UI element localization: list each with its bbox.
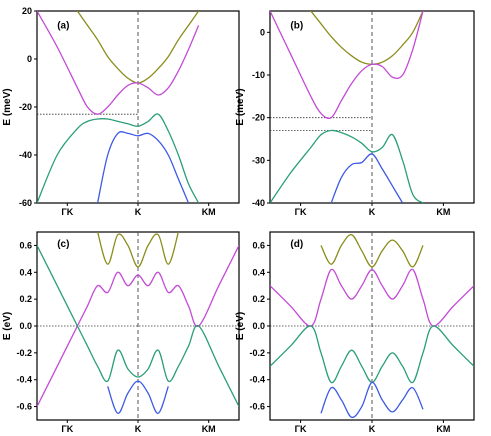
- y-tick-label: 20: [22, 6, 32, 16]
- band-magenta: [270, 268, 474, 327]
- x-tick-label: K: [135, 207, 142, 217]
- y-axis-title: E (eV): [2, 312, 13, 340]
- y-tick-label: 0: [27, 54, 32, 64]
- x-tick-label: ΓK: [295, 207, 307, 217]
- y-tick-label: -30: [252, 155, 265, 165]
- y-tick-label: -0.6: [16, 402, 32, 412]
- band-magenta: [270, 11, 424, 120]
- y-tick-label: 0.4: [19, 267, 32, 277]
- y-tick-label: -10: [252, 70, 265, 80]
- x-tick-label: ΓK: [295, 424, 307, 434]
- y-tick-label: -0.6: [249, 402, 265, 412]
- panel-label: (a): [57, 20, 69, 31]
- y-axis-title: E (meV): [235, 88, 246, 125]
- y-tick-label: -0.2: [249, 348, 265, 358]
- y-tick-label: -40: [19, 150, 32, 160]
- panel-label: (c): [57, 239, 69, 250]
- x-tick-label: KM: [436, 207, 450, 217]
- x-tick-label: K: [369, 207, 376, 217]
- band-blue: [330, 153, 404, 203]
- band-olive: [310, 11, 424, 65]
- band-olive: [320, 234, 424, 268]
- y-tick-label: 0.2: [19, 294, 32, 304]
- y-tick-label: 0.0: [252, 321, 265, 331]
- band-teal: [37, 113, 200, 203]
- x-tick-label: K: [369, 424, 376, 434]
- y-tick-label: 0.6: [19, 240, 32, 250]
- y-tick-label: 0.2: [252, 294, 265, 304]
- x-tick-label: ΓK: [61, 207, 73, 217]
- x-tick-label: KM: [436, 424, 450, 434]
- y-tick-label: -0.2: [16, 348, 32, 358]
- x-tick-label: KM: [202, 207, 216, 217]
- band-magenta: [37, 11, 200, 115]
- panel-label: (b): [290, 20, 303, 31]
- x-tick-label: KM: [202, 424, 216, 434]
- panel-b: 0 -10 -20 -30 -40 ΓK K KM E (meV) (b): [235, 10, 475, 217]
- x-tick-label: ΓK: [61, 424, 73, 434]
- y-tick-label: -60: [19, 198, 32, 208]
- y-tick-label: 0.0: [19, 321, 32, 331]
- y-axis-title: E (eV): [235, 312, 246, 340]
- panel-d: 0.6 0.4 0.2 0.0 -0.2 -0.4 -0.6 ΓK K KM E (eV) (d): [235, 231, 475, 434]
- panel-a: 20 0 -20 -40 -60 ΓK K KM E (meV) (a): [2, 6, 240, 217]
- band-blue: [96, 131, 190, 203]
- band-magenta: [37, 245, 239, 407]
- band-olive: [96, 232, 180, 268]
- panel-label: (d): [290, 239, 303, 250]
- band-blue: [320, 381, 424, 419]
- y-tick-label: -20: [19, 102, 32, 112]
- y-tick-label: 0: [260, 27, 265, 37]
- band-blue: [107, 380, 169, 414]
- band-teal: [37, 245, 239, 407]
- y-tick-label: 0.4: [252, 267, 265, 277]
- y-tick-label: -0.4: [16, 375, 32, 385]
- y-tick-label: 0.6: [252, 240, 265, 250]
- y-tick-label: -0.4: [249, 375, 265, 385]
- y-axis-title: E (meV): [2, 88, 13, 125]
- panel-c: 0.6 0.4 0.2 0.0 -0.2 -0.4 -0.6 ΓK K KM E (eV) (c): [2, 231, 240, 434]
- y-tick-label: -40: [252, 198, 265, 208]
- y-tick-label: -20: [252, 113, 265, 123]
- x-tick-label: K: [135, 424, 142, 434]
- band-teal: [270, 129, 424, 203]
